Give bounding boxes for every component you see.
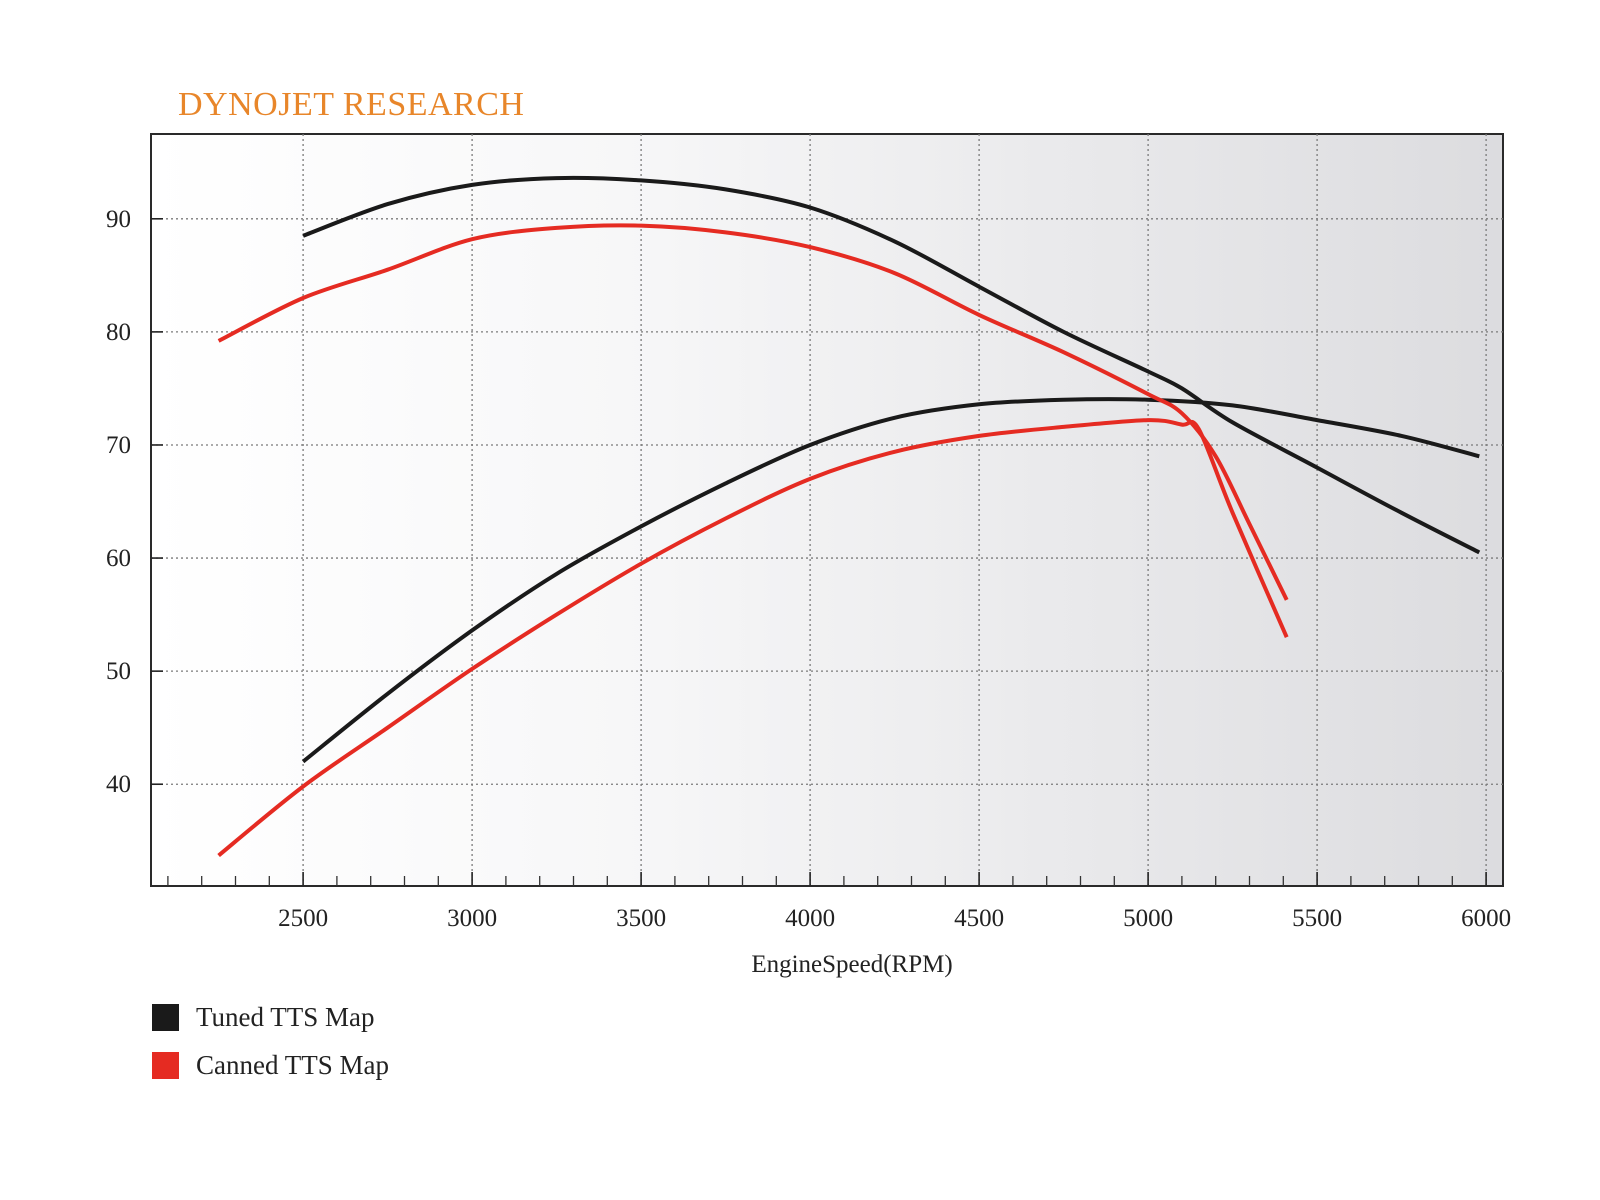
y-tick-label: 90: [106, 206, 131, 233]
x-tick-label: 3000: [447, 905, 497, 932]
brand-title: DYNOJET RESEARCH: [178, 86, 525, 123]
y-tick-label: 70: [106, 432, 131, 459]
x-axis: 2500 3000 3500 4000 4500 5000 5500 6000: [278, 872, 1511, 932]
grid: [151, 134, 1503, 886]
y-tick-label: 80: [106, 319, 131, 346]
x-tick-label: 4000: [785, 905, 835, 932]
x-tick-label: 4500: [954, 905, 1004, 932]
x-tick-label: 3500: [616, 905, 666, 932]
y-tick-label: 60: [106, 545, 131, 572]
legend-swatch-tuned: [152, 1003, 179, 1031]
legend-label-canned: Canned TTS Map: [196, 1049, 389, 1080]
x-tick-label: 6000: [1461, 905, 1511, 932]
x-axis-title: EngineSpeed(RPM): [751, 951, 952, 978]
plot-area: [150, 133, 1504, 887]
y-tick-label: 50: [106, 658, 131, 685]
legend-item-canned: Canned TTS Map: [152, 1049, 389, 1080]
legend-label-tuned: Tuned TTS Map: [196, 1001, 375, 1032]
legend-item-tuned: Tuned TTS Map: [152, 1001, 389, 1032]
series-line-tuned-upper: [302, 175, 1481, 555]
series-line-canned-upper: [217, 223, 1289, 601]
x-tick-label: 5000: [1123, 905, 1173, 932]
x-tick-label: 2500: [278, 905, 328, 932]
series-line-canned-lower: [217, 418, 1289, 858]
y-tick-label: 40: [106, 771, 131, 798]
legend: Tuned TTS Map Canned TTS Map: [152, 1001, 389, 1099]
legend-swatch-canned: [152, 1051, 179, 1079]
minor-ticks: [167, 876, 1453, 886]
y-axis: 40 50 60 70 80 90: [106, 206, 163, 798]
series: [217, 175, 1481, 858]
series-line-tuned-lower: [301, 397, 1480, 764]
x-tick-label: 5500: [1292, 905, 1342, 932]
